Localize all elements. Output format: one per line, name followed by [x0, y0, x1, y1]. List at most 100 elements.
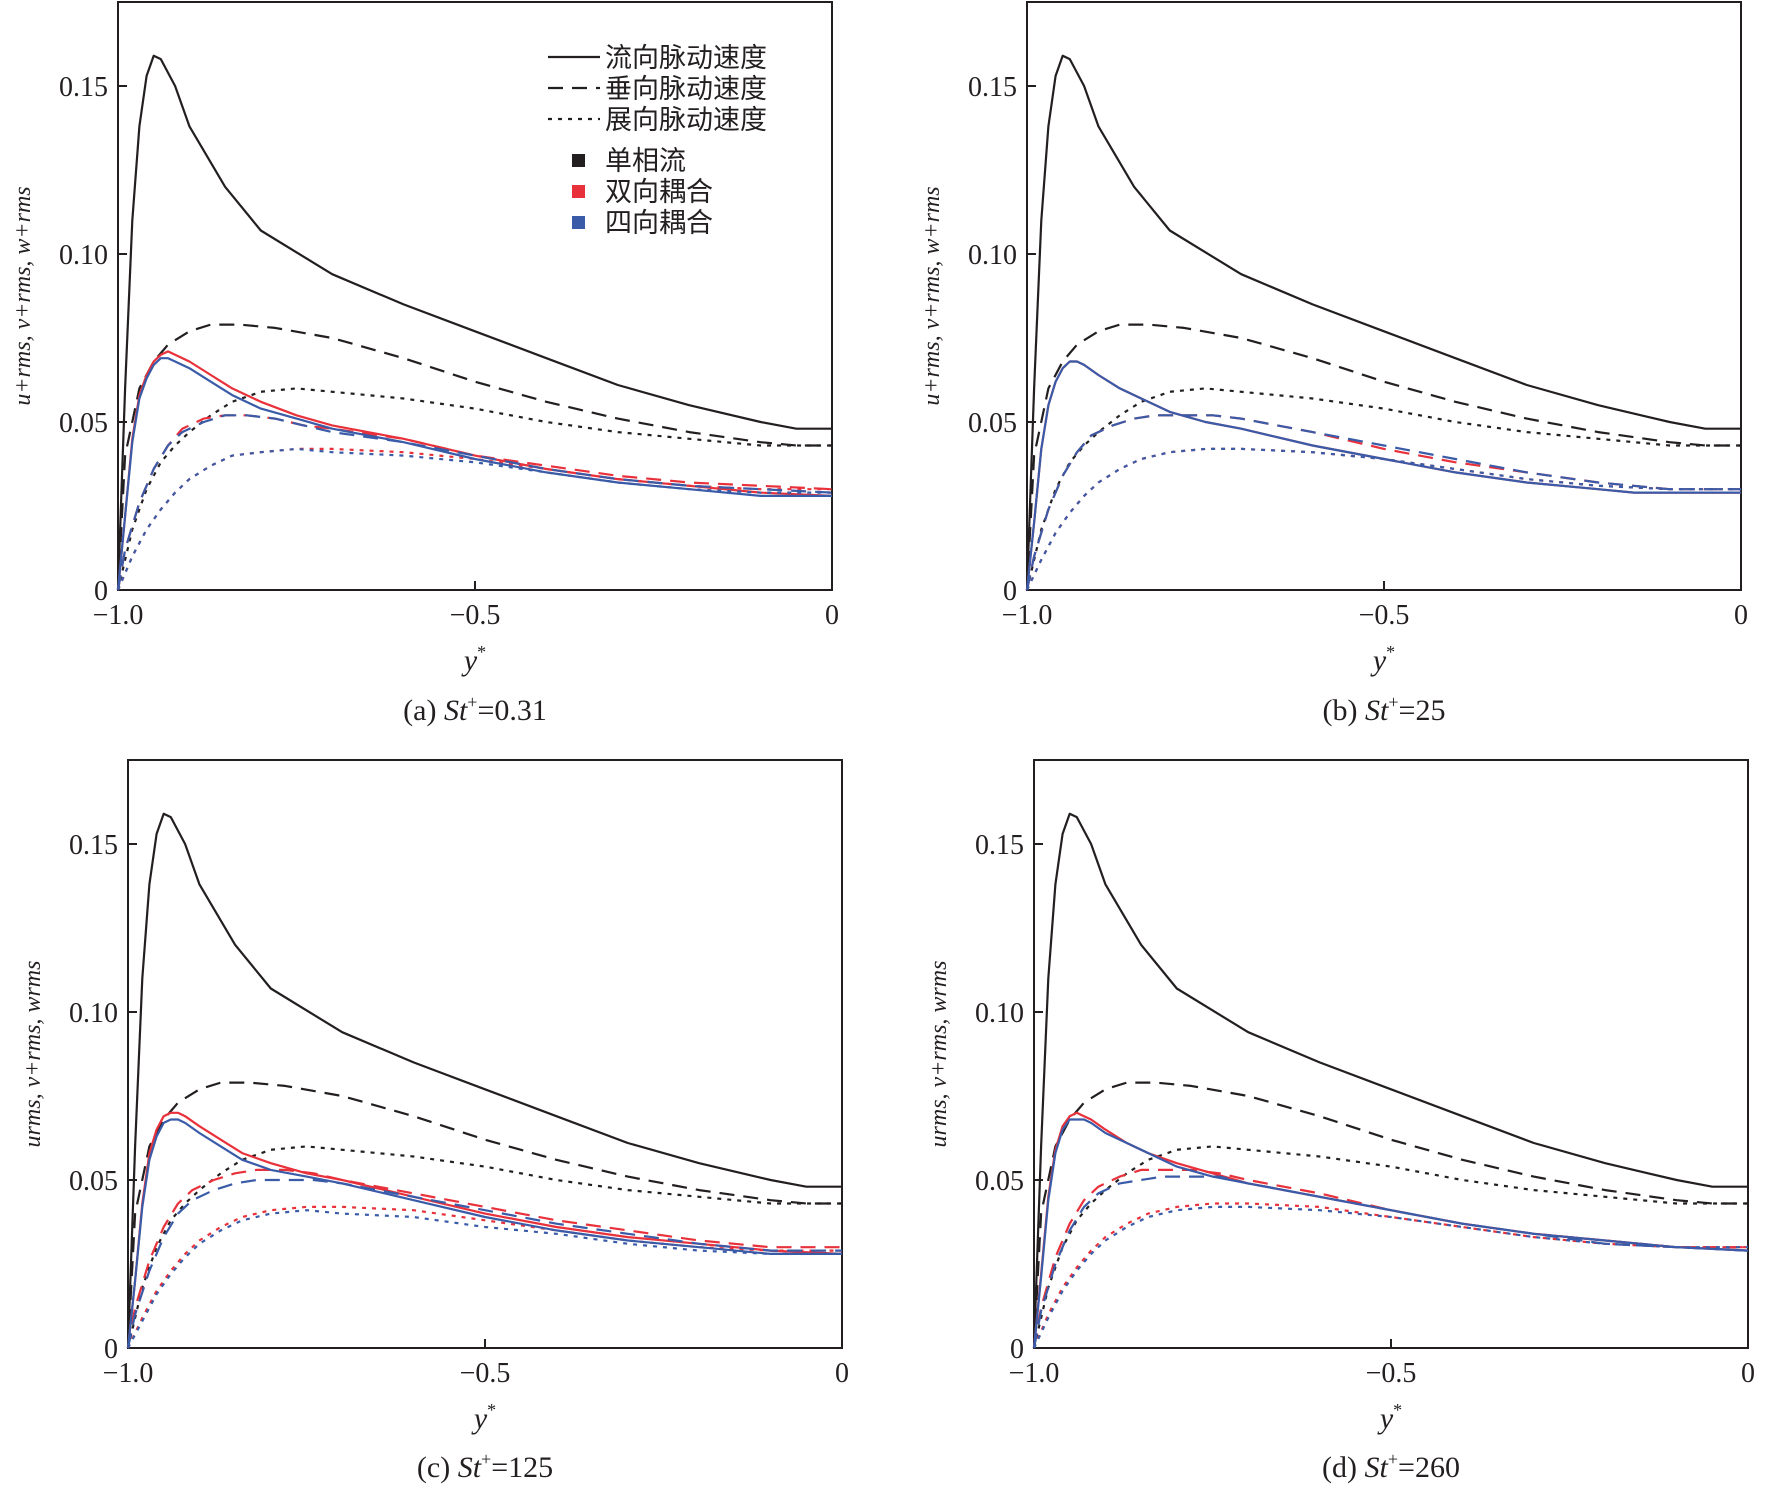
- legend-label: 流向脉动速度: [605, 43, 767, 74]
- series-line-single_phase-u: [116, 54, 832, 591]
- y-tick-label: 0.10: [69, 998, 118, 1029]
- caption-sup: +: [467, 692, 477, 712]
- series-line-two_way-w: [1032, 1202, 1748, 1349]
- series-line-single_phase-w: [1025, 387, 1741, 591]
- plot-frame: [127, 759, 843, 1349]
- series-line-two_way-v: [126, 1168, 842, 1349]
- y-tick-label: 0: [104, 1334, 118, 1365]
- plot-frame: [1033, 759, 1749, 1349]
- x-tick-label: −0.5: [1359, 600, 1410, 631]
- x-axis-label-var: y: [461, 644, 478, 677]
- chart-panel-b: 0 0.05 0.10 0.15 −1.0 −0.5 0 y* u+rms, v+rms, w+…: [919, 1, 1748, 727]
- caption-st: St: [444, 694, 468, 727]
- legend-label: 四向耦合: [605, 208, 713, 239]
- panel-caption: (a) St+=0.31: [403, 692, 547, 727]
- x-axis-label: y*: [1370, 642, 1395, 677]
- series-line-four_way-w: [1033, 1205, 1748, 1349]
- legend-label: 垂向脉动速度: [605, 74, 767, 105]
- caption-st: St: [458, 1451, 482, 1484]
- x-axis-label-sup: *: [1386, 642, 1395, 662]
- y-tick-label: 0.15: [968, 72, 1017, 103]
- panel-caption: (d) St+=260: [1322, 1449, 1460, 1484]
- x-tick-label: −1.0: [103, 1358, 154, 1389]
- caption-st: St: [1365, 694, 1389, 727]
- series-line-four_way-v: [116, 414, 833, 591]
- y-tick-label: 0: [1010, 1334, 1024, 1365]
- series-line-four_way-u: [1025, 360, 1741, 591]
- x-tick-label: 0: [825, 600, 839, 631]
- x-axis-label: y*: [1377, 1400, 1402, 1435]
- series-line-single_phase-v: [116, 323, 832, 591]
- series-line-two_way-u: [126, 1111, 843, 1349]
- caption-prefix: (d): [1322, 1451, 1364, 1484]
- legend-label: 单相流: [605, 146, 686, 177]
- legend-swatch-two_way: [572, 185, 585, 198]
- x-axis-label-var: y: [471, 1402, 488, 1435]
- y-axis-label: u+rms, v+rms, w+rms: [10, 186, 36, 405]
- y-tick-label: 0.05: [69, 1166, 118, 1197]
- series-line-four_way-u: [1032, 1118, 1749, 1349]
- y-axis-label: urms, v+rms, wrms: [20, 961, 46, 1148]
- series-line-single_phase-w: [1032, 1145, 1748, 1349]
- panel-caption: (b) St+=25: [1323, 692, 1446, 727]
- series-line-single_phase-v: [1025, 323, 1741, 591]
- x-axis-label: y*: [471, 1400, 496, 1435]
- series-line-single_phase-u: [1025, 54, 1741, 591]
- x-tick-label: −1.0: [1009, 1358, 1060, 1389]
- series-line-two_way-v: [1032, 1168, 1748, 1349]
- x-axis-label-sup: *: [1393, 1400, 1402, 1420]
- series-line-two_way-v: [1025, 414, 1741, 591]
- series-line-four_way-w: [127, 1209, 842, 1349]
- x-tick-label: −1.0: [1002, 600, 1053, 631]
- series-line-two_way-v: [116, 414, 833, 591]
- series-line-four_way-v: [126, 1178, 842, 1349]
- caption-prefix: (c): [417, 1451, 458, 1484]
- x-axis-label-var: y: [1370, 644, 1387, 677]
- y-tick-label: 0.05: [975, 1166, 1024, 1197]
- series-line-two_way-u: [116, 350, 833, 591]
- caption-prefix: (a): [403, 694, 444, 727]
- series-line-single_phase-u: [126, 812, 842, 1349]
- x-axis-label-sup: *: [477, 642, 486, 662]
- y-tick-label: 0.05: [968, 408, 1017, 439]
- series-line-single_phase-u: [1032, 812, 1748, 1349]
- y-tick-label: 0.10: [968, 240, 1017, 271]
- y-tick-label: 0.15: [69, 830, 118, 861]
- chart-panel-c: 0 0.05 0.10 0.15 −1.0 −0.5 0 y* urms, v+rms, wrm…: [20, 759, 849, 1484]
- series-line-single_phase-v: [1032, 1081, 1748, 1349]
- caption-value: =25: [1399, 694, 1446, 727]
- x-tick-label: 0: [835, 1358, 849, 1389]
- series-line-two_way-w: [116, 447, 832, 591]
- x-tick-label: −0.5: [1366, 1358, 1417, 1389]
- series-line-single_phase-w: [126, 1145, 842, 1349]
- caption-sup: +: [1388, 692, 1398, 712]
- series-line-four_way-u: [126, 1118, 842, 1349]
- y-tick-label: 0.15: [59, 72, 108, 103]
- caption-value: =260: [1398, 1451, 1460, 1484]
- panel-caption: (c) St+=125: [417, 1449, 553, 1484]
- caption-value: =125: [491, 1451, 553, 1484]
- y-axis-label: urms, v+rms, wrms: [926, 961, 952, 1148]
- series-line-four_way-v: [1025, 414, 1741, 591]
- y-tick-label: 0: [94, 576, 108, 607]
- caption-value: =0.31: [477, 694, 546, 727]
- series-line-four_way-w: [116, 447, 832, 591]
- x-axis-label: y*: [461, 642, 486, 677]
- y-tick-label: 0.15: [975, 830, 1024, 861]
- series-line-two_way-u: [1032, 1111, 1749, 1349]
- y-tick-label: 0.05: [59, 408, 108, 439]
- caption-st: St: [1365, 1451, 1389, 1484]
- plot-frame: [1026, 1, 1742, 591]
- series-line-four_way-v: [1032, 1175, 1749, 1349]
- series-line-single_phase-v: [126, 1081, 842, 1349]
- x-axis-label-var: y: [1377, 1402, 1394, 1435]
- chart-panel-a: 0 0.05 0.10 0.15 −1.0 −0.5 0 y* u+rms, v+rms, w+…: [10, 1, 839, 727]
- legend-swatch-four_way: [572, 216, 585, 229]
- x-axis-label-sup: *: [487, 1400, 496, 1420]
- caption-sup: +: [481, 1449, 491, 1469]
- y-tick-label: 0.10: [975, 998, 1024, 1029]
- legend-label: 双向耦合: [605, 177, 713, 208]
- x-tick-label: −0.5: [450, 600, 501, 631]
